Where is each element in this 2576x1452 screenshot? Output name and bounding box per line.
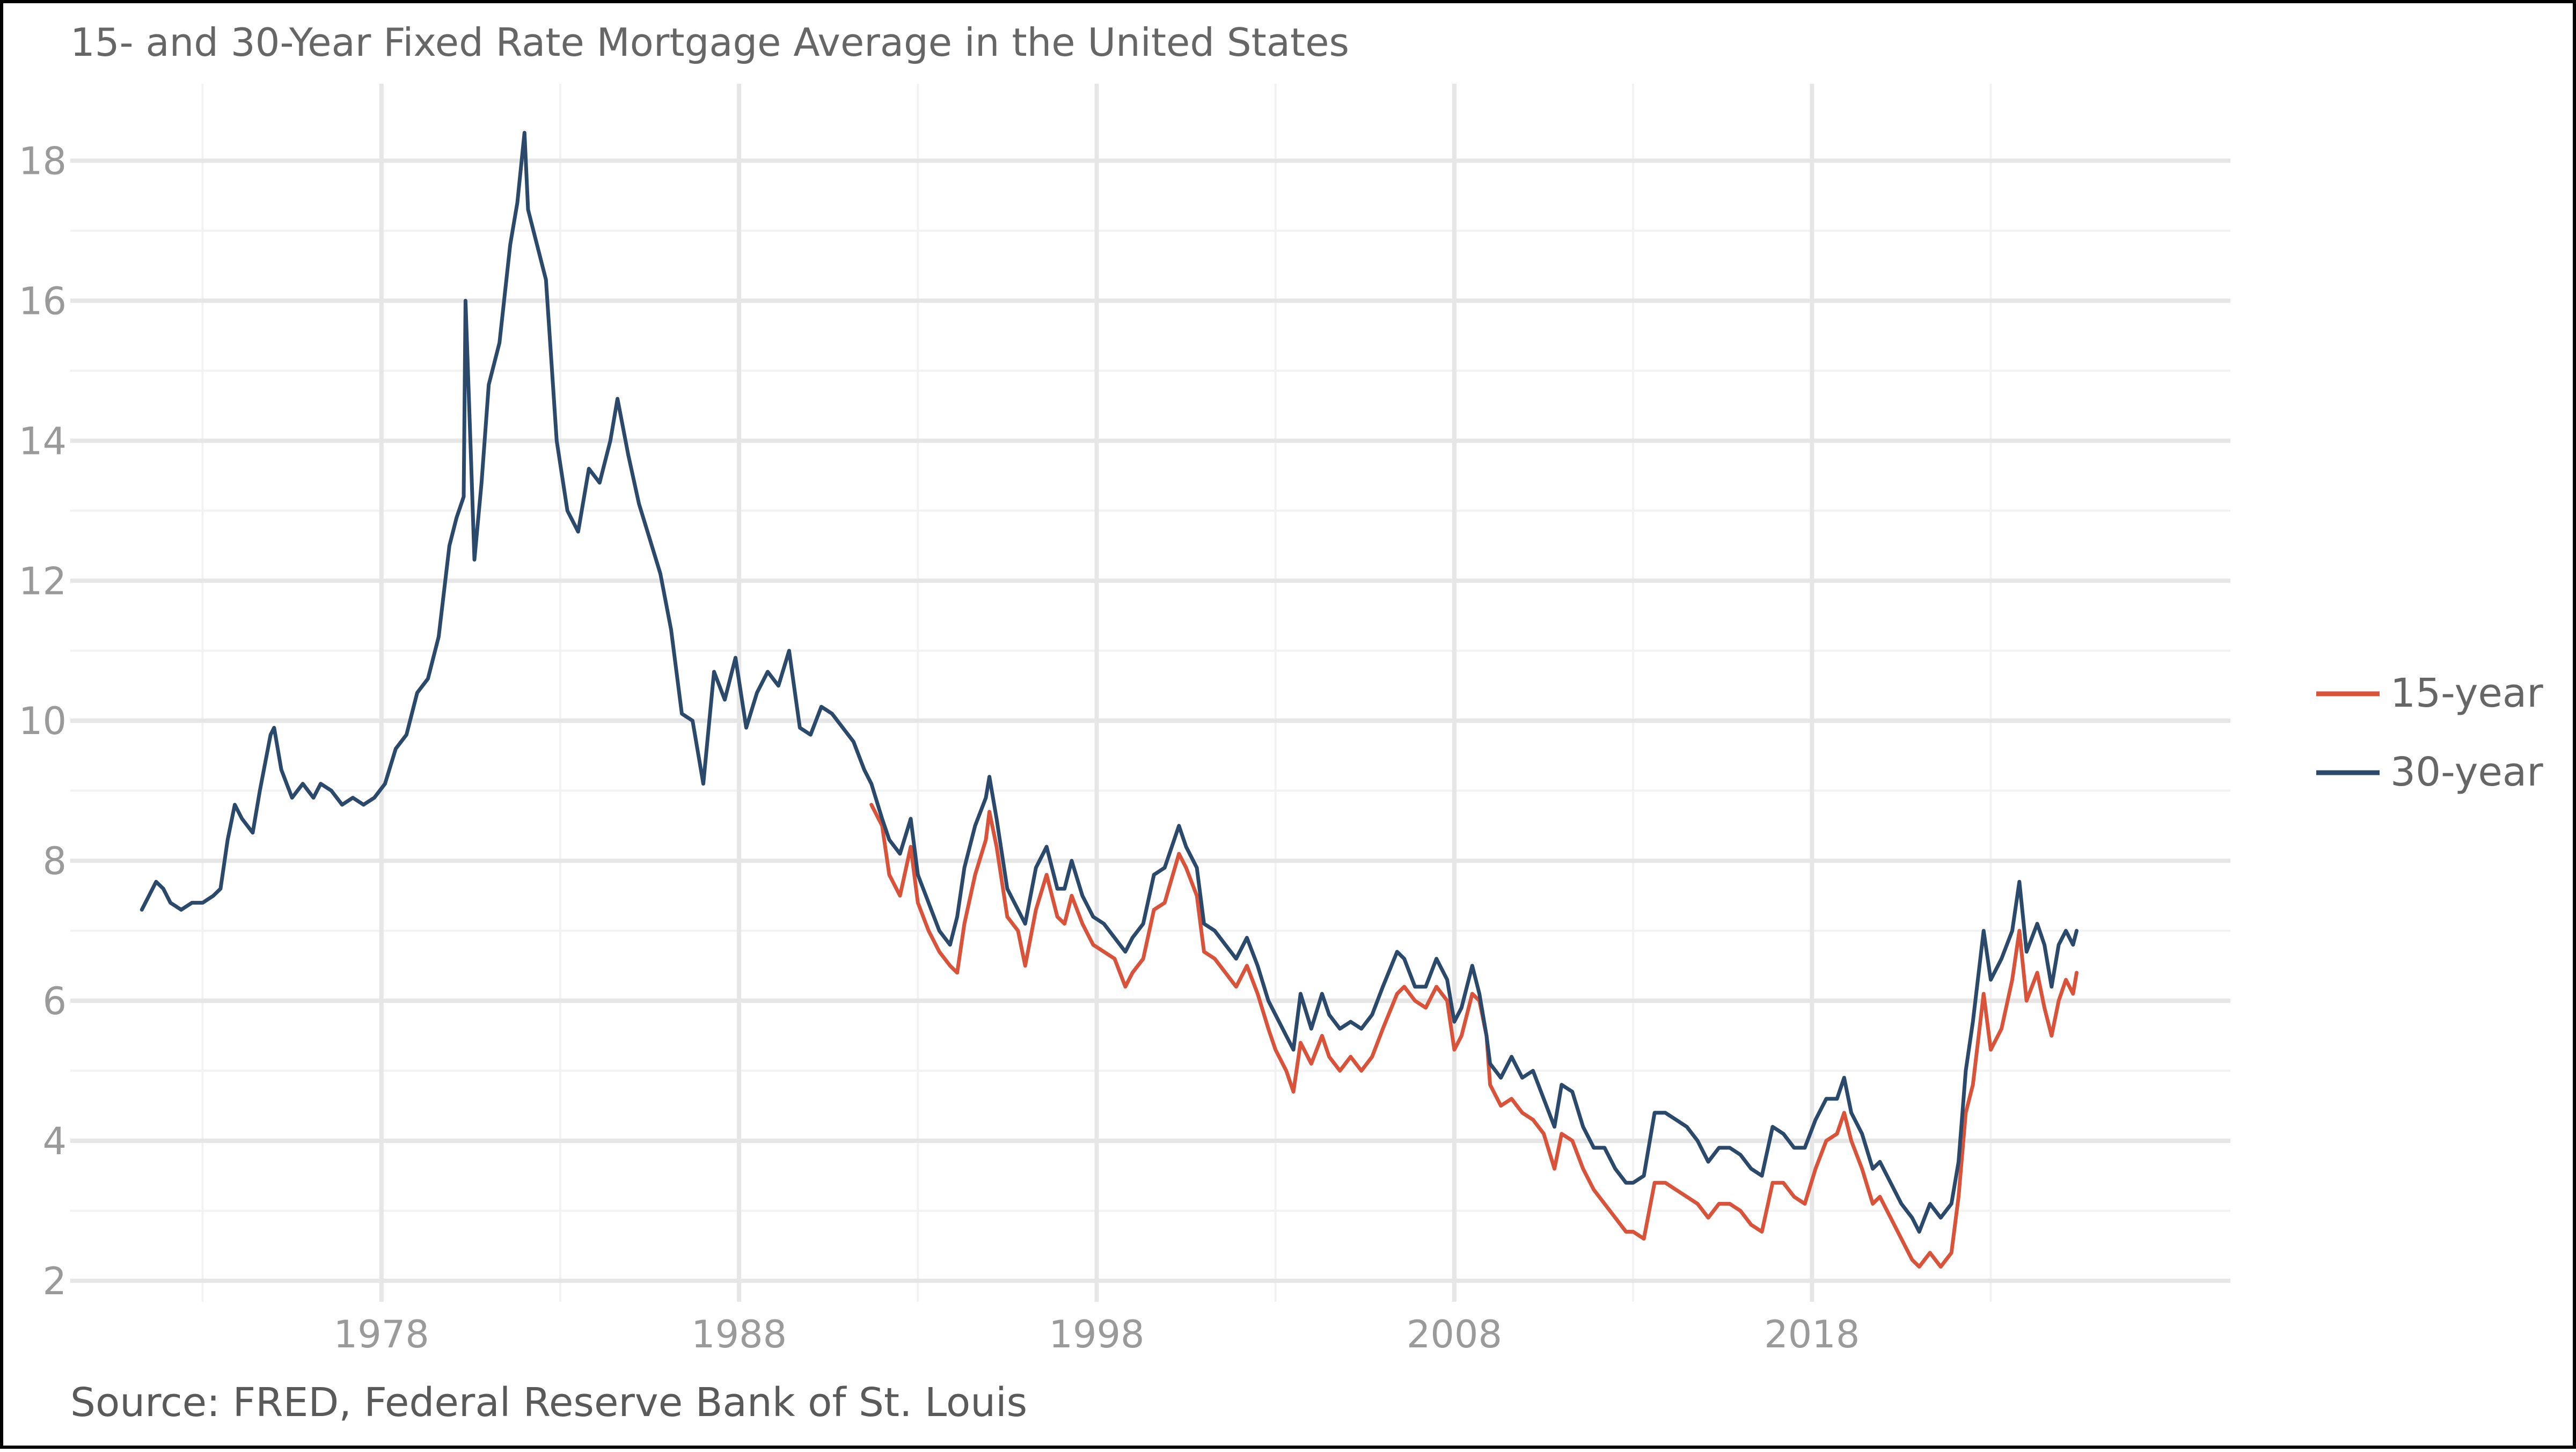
y-tick-label-2: 2: [42, 1259, 67, 1303]
minor-gridlines: [70, 84, 2230, 1302]
legend-item-15-year: 15-year: [2316, 670, 2543, 716]
mortgage-line-chart: 2 4 6 8 10 12 14 16 18 1978 1988 1998 2008 2018 15- …: [19, 20, 2543, 1426]
x-axis-tick-labels: 1978 1988 1998 2008 2018: [334, 1312, 1860, 1356]
legend-item-30-year: 30-year: [2316, 749, 2543, 795]
y-tick-label-12: 12: [19, 559, 67, 603]
legend: 15-year 30-year: [2316, 670, 2543, 795]
y-tick-label-14: 14: [19, 419, 67, 463]
chart-title: 15- and 30-Year Fixed Rate Mortgage Aver…: [70, 20, 1349, 65]
y-tick-label-8: 8: [42, 839, 67, 883]
y-tick-label-10: 10: [19, 699, 67, 743]
y-axis-tick-labels: 2 4 6 8 10 12 14 16 18: [19, 140, 67, 1303]
x-tick-label-2018: 2018: [1764, 1312, 1860, 1356]
y-tick-label-16: 16: [19, 279, 67, 323]
series-line-30-year: [140, 130, 2079, 1234]
y-tick-label-18: 18: [19, 140, 67, 184]
x-tick-label-1978: 1978: [334, 1312, 429, 1356]
legend-label-30-year: 30-year: [2390, 749, 2543, 795]
major-gridlines: [70, 84, 2230, 1302]
y-tick-label-6: 6: [42, 979, 67, 1023]
x-tick-label-2008: 2008: [1407, 1312, 1502, 1356]
legend-label-15-year: 15-year: [2390, 670, 2543, 716]
chart-caption: Source: FRED, Federal Reserve Bank of St…: [70, 1380, 1027, 1426]
x-tick-label-1998: 1998: [1049, 1312, 1144, 1356]
series-lines: [140, 130, 2079, 1269]
x-tick-label-1988: 1988: [691, 1312, 787, 1356]
y-tick-label-4: 4: [42, 1119, 67, 1163]
